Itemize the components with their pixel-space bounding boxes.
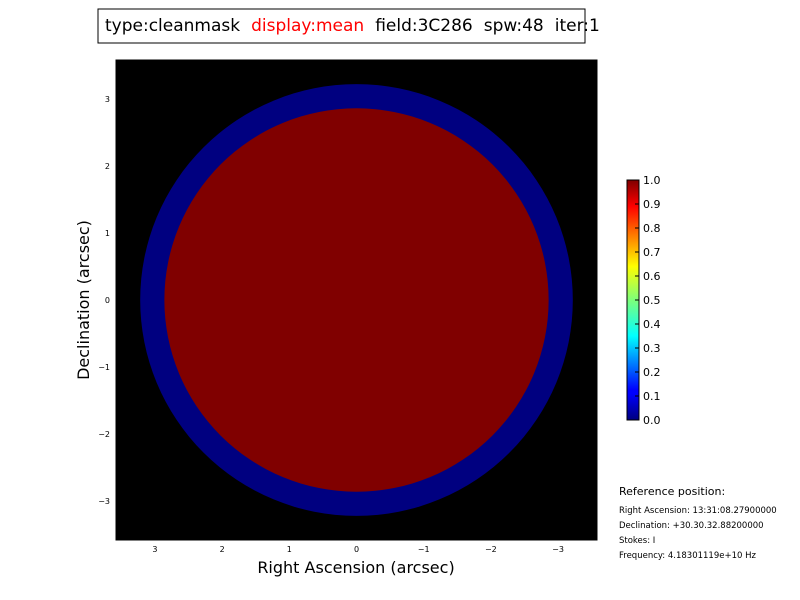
- title-part: field:3C286: [375, 16, 473, 36]
- colorbar-tick-label: 1.0: [643, 174, 661, 187]
- reference-line: Declination: +30.30.32.88200000: [619, 521, 764, 531]
- colorbar-tick-label: 0.7: [643, 246, 661, 259]
- reference-line: Frequency: 4.18301119e+10 Hz: [619, 551, 756, 561]
- colorbar-tick-label: 0.5: [643, 294, 661, 307]
- x-tick-label: −2: [485, 545, 497, 554]
- x-axis-label: Right Ascension (arcsec): [257, 558, 454, 577]
- y-tick-label: 0: [105, 296, 110, 305]
- image: [140, 84, 573, 516]
- title-part: display:mean: [251, 16, 364, 36]
- y-tick-label: −1: [98, 363, 110, 372]
- colorbar-tick-label: 0.6: [643, 270, 661, 283]
- title-box: [97, 8, 586, 44]
- colorbar-tick-label: 0.0: [643, 414, 661, 427]
- colorbar-tick-label: 0.8: [643, 222, 661, 235]
- x-tick-label: −1: [418, 545, 430, 554]
- reference-line: Stokes: I: [619, 536, 655, 546]
- title-part: type:cleanmask: [105, 16, 240, 36]
- title-part: spw:48: [484, 16, 544, 36]
- reference-heading: Reference position:: [619, 485, 725, 498]
- y-tick-label: 3: [105, 95, 110, 104]
- colorbar-tick-label: 0.3: [643, 342, 661, 355]
- colorbar-tick-label: 0.1: [643, 390, 661, 403]
- x-tick-label: −3: [552, 545, 564, 554]
- x-tick-label: 2: [220, 545, 225, 554]
- y-tick-label: −3: [98, 497, 110, 506]
- reference-line: Right Ascension: 13:31:08.27900000: [619, 506, 777, 516]
- mask-region: [164, 108, 549, 492]
- x-tick-label: 1: [287, 545, 292, 554]
- y-tick-label: 2: [105, 162, 110, 171]
- colorbar-tick-label: 0.2: [643, 366, 661, 379]
- title: type:cleanmask display:mean field:3C286 spw…: [105, 16, 600, 36]
- colorbar-tick-label: 0.4: [643, 318, 661, 331]
- colorbar-tick-label: 0.9: [643, 198, 661, 211]
- y-axis-label: Declination (arcsec): [74, 220, 93, 380]
- y-tick-label: 1: [105, 229, 110, 238]
- x-tick-label: 3: [152, 545, 157, 554]
- y-tick-label: −2: [98, 430, 110, 439]
- title-part: iter:1: [555, 16, 600, 36]
- x-tick-label: 0: [354, 545, 359, 554]
